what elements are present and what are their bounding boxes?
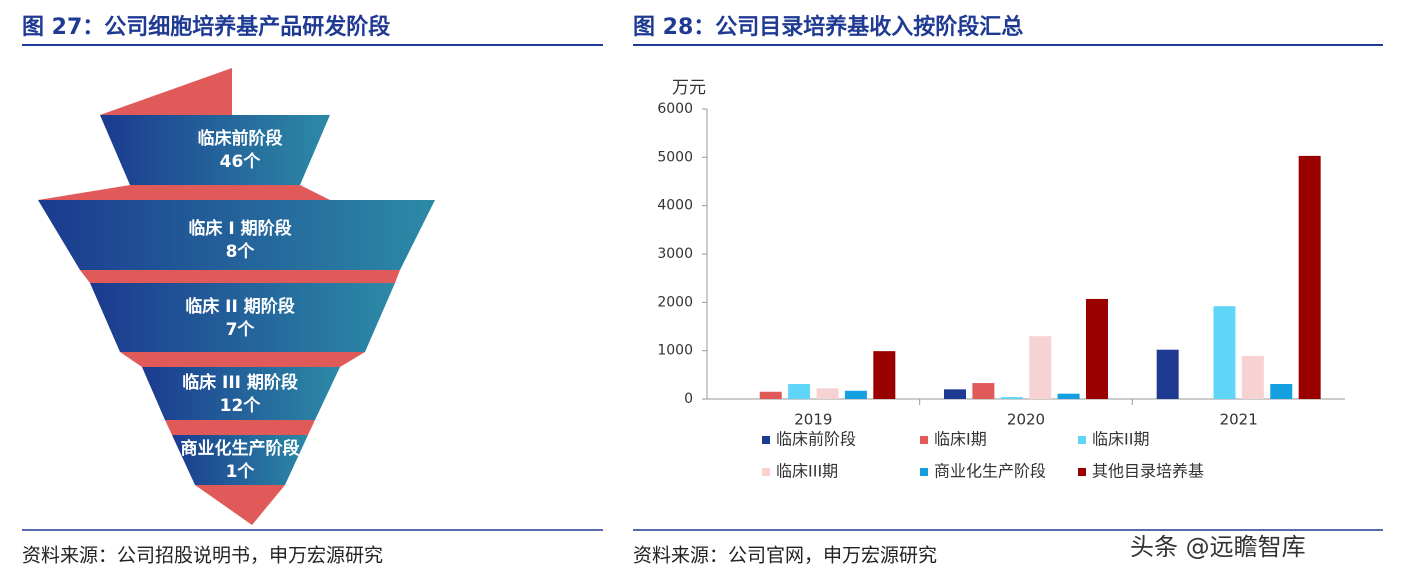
funnel-stage <box>90 283 395 352</box>
source: 资料来源：公司官网，申万宏源研究 <box>633 545 937 567</box>
bar <box>1000 397 1023 399</box>
bar <box>844 390 867 399</box>
ribbon <box>195 485 285 525</box>
x-tick-label: 2019 <box>794 411 832 429</box>
legend-label: 临床I期 <box>934 430 987 449</box>
source: 资料来源：公司招股说明书，申万宏源研究 <box>22 545 383 567</box>
watermark: 头条 @远瞻智库 <box>1130 533 1306 561</box>
bar <box>873 351 896 399</box>
funnel <box>38 68 435 525</box>
bar <box>1270 384 1293 399</box>
x-tick-label: 2020 <box>1007 411 1045 429</box>
y-tick-label: 5000 <box>657 149 693 165</box>
figure-title: 图 28：公司目录培养基收入按阶段汇总 <box>633 14 1023 40</box>
stage-label: 临床 II 期阶段 <box>185 296 295 317</box>
bar <box>1213 306 1236 399</box>
legend-swatch <box>762 436 770 444</box>
bar <box>759 391 782 399</box>
figure-title: 图 27：公司细胞培养基产品研发阶段 <box>22 14 390 40</box>
funnel-stage <box>38 200 435 270</box>
funnel-stage <box>142 367 340 420</box>
bar <box>788 384 811 399</box>
funnel-stage <box>100 115 330 185</box>
bar <box>1029 336 1052 399</box>
legend-label: 临床III期 <box>776 462 838 481</box>
ribbon <box>38 185 330 200</box>
stage-count: 1个 <box>226 461 256 482</box>
y-tick-label: 0 <box>684 391 693 407</box>
bar <box>1241 355 1264 399</box>
ribbon <box>80 270 400 283</box>
legend-swatch <box>920 436 928 444</box>
stage-count: 8个 <box>226 241 256 262</box>
legend-swatch <box>1078 436 1086 444</box>
ribbon <box>120 352 365 367</box>
legend-swatch <box>920 468 928 476</box>
ribbon <box>165 420 315 435</box>
stage-label: 临床 I 期阶段 <box>188 218 291 239</box>
bar <box>1057 393 1080 399</box>
bar <box>944 389 966 399</box>
funnel-stage <box>172 435 308 485</box>
stage-count: 7个 <box>226 319 256 340</box>
bar <box>972 383 995 399</box>
bar <box>816 388 839 399</box>
legend-label: 商业化生产阶段 <box>934 462 1046 481</box>
y-tick-label: 4000 <box>657 198 693 214</box>
stage-count: 46个 <box>220 151 262 172</box>
stage-label: 临床 III 期阶段 <box>182 372 298 393</box>
bar <box>1298 155 1321 399</box>
legend-swatch <box>762 468 770 476</box>
y-tick-label: 6000 <box>657 101 693 117</box>
x-tick-label: 2021 <box>1220 411 1258 429</box>
bar <box>1156 349 1179 399</box>
legend-label: 临床II期 <box>1092 430 1149 449</box>
ribbon <box>100 68 232 118</box>
stage-count: 12个 <box>220 395 262 416</box>
y-tick-label: 2000 <box>657 294 693 310</box>
bar <box>1086 298 1108 399</box>
y-tick-label: 1000 <box>657 343 693 359</box>
stage-label: 临床前阶段 <box>198 128 283 149</box>
legend-label: 临床前阶段 <box>776 430 856 449</box>
y-axis-label: 万元 <box>672 78 706 98</box>
stage-label: 商业化生产阶段 <box>181 438 300 459</box>
legend-swatch <box>1078 468 1086 476</box>
y-tick-label: 3000 <box>657 246 693 262</box>
legend-label: 其他目录培养基 <box>1092 462 1204 481</box>
